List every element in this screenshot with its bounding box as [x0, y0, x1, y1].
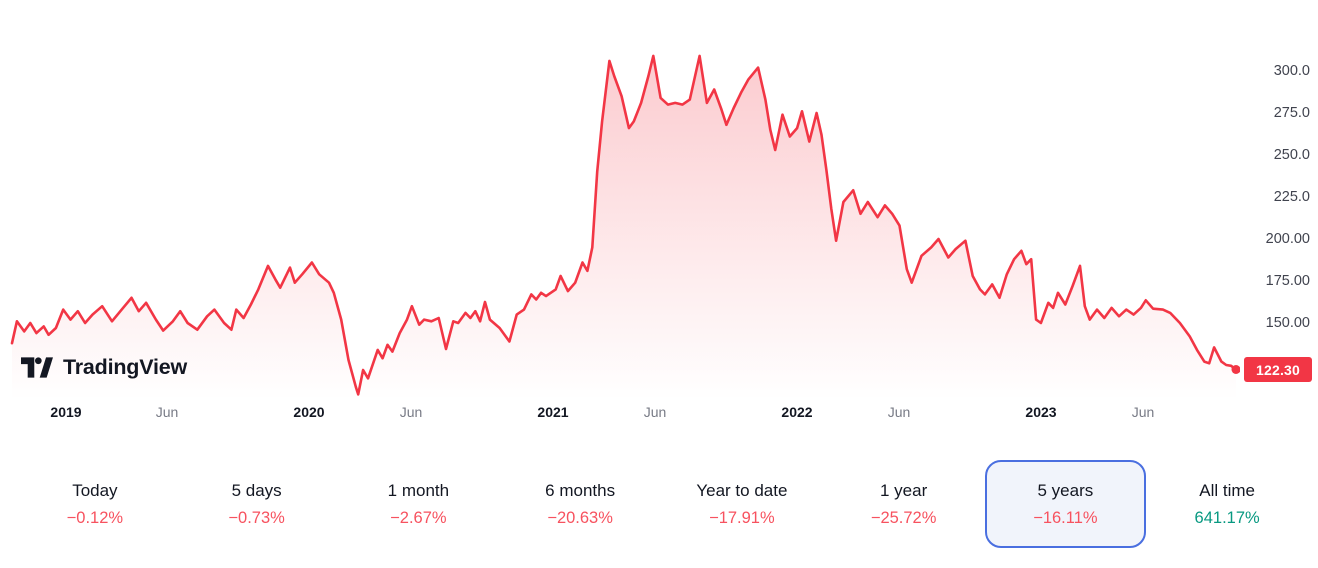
x-axis-tick-2019: 2019	[50, 404, 82, 420]
range-tab-1-month[interactable]: 1 month −2.67%	[338, 460, 500, 548]
range-change: −0.73%	[228, 508, 285, 527]
range-label: Year to date	[696, 480, 788, 500]
x-axis-tick-2022: 2022	[781, 404, 813, 420]
y-axis-tick: 275.0	[1273, 105, 1310, 121]
chart-canvas[interactable]	[0, 40, 1240, 402]
x-axis-tick-2021: 2021	[537, 404, 569, 420]
range-tab-year-to-date[interactable]: Year to date −17.91%	[661, 460, 823, 548]
range-label: 5 years	[1037, 480, 1094, 500]
range-tab-5-years[interactable]: 5 years −16.11%	[984, 460, 1147, 548]
last-price-badge: 122.30	[1244, 357, 1312, 382]
y-axis-tick: 300.0	[1273, 63, 1310, 79]
range-tab-6-months[interactable]: 6 months −20.63%	[499, 460, 661, 548]
range-label: 5 days	[231, 480, 282, 500]
range-change: 641.17%	[1194, 508, 1260, 527]
y-axis: 300.0 275.0 250.0 225.0 200.00 175.00 150.00	[1240, 0, 1318, 430]
range-label: 1 month	[387, 480, 450, 500]
y-axis-tick: 225.0	[1273, 189, 1310, 205]
y-axis-tick: 200.00	[1265, 231, 1310, 247]
y-axis-tick: 150.00	[1265, 315, 1310, 331]
range-label: 6 months	[545, 480, 616, 500]
y-axis-tick: 250.0	[1273, 147, 1310, 163]
price-area	[12, 55, 1236, 401]
range-tabs: Today −0.12% 5 days −0.73% 1 month −2.67% 6 mo…	[14, 460, 1308, 548]
x-axis-tick-jun: Jun	[887, 404, 911, 420]
range-change: −0.12%	[66, 508, 124, 527]
range-tab-1-year[interactable]: 1 year −25.72%	[823, 460, 985, 548]
y-axis-tick: 175.00	[1265, 273, 1310, 289]
range-change: −25.72%	[870, 508, 937, 527]
range-label: Today	[72, 480, 118, 500]
tradingview-logo-icon	[21, 356, 53, 378]
range-label: All time	[1199, 480, 1255, 500]
x-axis-tick-2020: 2020	[293, 404, 325, 420]
range-tab-5-days[interactable]: 5 days −0.73%	[176, 460, 338, 548]
range-tab-all-time[interactable]: All time 641.17%	[1146, 460, 1308, 548]
tradingview-logo-link[interactable]: TradingView	[21, 352, 187, 382]
x-axis-tick-jun: Jun	[1131, 404, 1155, 420]
range-change: −20.63%	[547, 508, 613, 527]
last-price-dot	[1231, 365, 1240, 374]
tradingview-logo-text: TradingView	[63, 355, 188, 379]
range-label: 1 year	[880, 480, 928, 500]
x-axis-tick-jun: Jun	[155, 404, 179, 420]
range-change: −2.67%	[390, 508, 447, 527]
range-change: −17.91%	[709, 508, 775, 527]
x-axis-tick-2023: 2023	[1025, 404, 1057, 420]
x-axis-tick-jun: Jun	[643, 404, 667, 420]
range-change: −16.11%	[1033, 508, 1098, 527]
x-axis: 2019 Jun 2020 Jun 2021 Jun 2022 Jun 2023 Jun	[0, 402, 1240, 424]
x-axis-tick-jun: Jun	[399, 404, 423, 420]
price-line	[10, 54, 1238, 396]
range-tab-today[interactable]: Today −0.12%	[14, 460, 176, 548]
